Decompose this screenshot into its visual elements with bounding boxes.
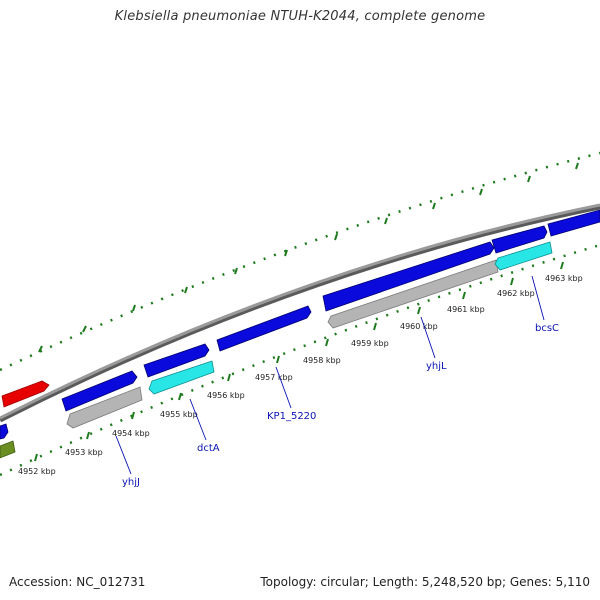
outer-major-tick <box>82 325 87 333</box>
outer-dotted-ring <box>0 151 600 372</box>
cds-cyan-feature <box>148 360 215 395</box>
gene-label-yhjJ: yhjJ <box>122 477 140 488</box>
inner-major-tick <box>34 453 38 462</box>
cds-blue-feature-edge <box>0 423 9 440</box>
cds-blue-feature <box>322 241 495 312</box>
inner-major-tick <box>373 322 377 331</box>
cds-red-feature <box>1 380 50 408</box>
label-leader-line <box>420 316 436 359</box>
cds-cyan-feature <box>494 241 553 271</box>
inner-major-tick <box>560 261 564 270</box>
inner-major-tick <box>325 338 329 347</box>
gene-label-yhjL: yhjL <box>426 361 447 372</box>
outer-major-tick <box>384 217 388 225</box>
cds-blue-feature <box>143 343 210 378</box>
scale-label: 4962 kbp <box>497 289 535 298</box>
inner-major-tick <box>462 291 466 300</box>
outer-major-tick <box>575 162 579 170</box>
scale-label: 4952 kbp <box>18 467 56 476</box>
cds-blue-feature <box>216 305 312 352</box>
cds-blue-feature <box>491 225 548 254</box>
outer-major-tick <box>284 249 288 257</box>
cds-blue-feature <box>61 370 138 412</box>
inner-major-tick <box>227 373 231 382</box>
cds-blue-feature <box>547 209 600 237</box>
gene-label-KP1-5220: KP1_5220 <box>267 411 316 422</box>
outer-major-tick <box>527 175 531 183</box>
outer-major-tick <box>184 286 188 294</box>
outer-major-tick <box>132 304 136 312</box>
forward-strand-features[interactable] <box>0 209 600 440</box>
cds-gray-feature <box>66 386 143 429</box>
genome-backbone <box>0 203 600 420</box>
scale-label: 4954 kbp <box>112 429 150 438</box>
gene-label-leaders <box>115 275 545 475</box>
inner-major-tick <box>276 355 280 364</box>
map-title: Klebsiella pneumoniae NTUH-K2044, comple… <box>114 9 486 24</box>
scale-label: 4953 kbp <box>65 448 103 457</box>
scale-label: 4958 kbp <box>303 356 341 365</box>
outer-major-tick <box>334 233 338 241</box>
inner-major-tick <box>86 431 90 440</box>
reverse-strand-features[interactable] <box>0 241 553 459</box>
inner-major-tick <box>510 277 514 286</box>
outer-tick-ring <box>0 151 600 372</box>
inner-major-tick <box>178 392 182 401</box>
cds-olive-feature <box>0 440 16 459</box>
gene-label-dctA: dctA <box>197 443 220 454</box>
label-leader-line <box>275 366 292 409</box>
scale-label: 4957 kbp <box>255 373 293 382</box>
outer-major-tick <box>479 188 483 196</box>
cds-gray-feature <box>327 259 499 329</box>
gene-label-bcsC: bcsC <box>535 323 559 334</box>
inner-tick-ring <box>0 243 600 477</box>
genome-backbone-shadow <box>0 204 600 423</box>
inner-dotted-ring <box>0 243 600 477</box>
accession-text: Accession: NC_012731 <box>9 575 146 589</box>
scale-label: 4956 kbp <box>207 391 245 400</box>
inner-major-tick <box>131 411 135 420</box>
label-leader-line <box>531 275 545 321</box>
outer-major-tick <box>38 345 43 353</box>
label-leader-line <box>115 435 132 475</box>
genome-stats-text: Topology: circular; Length: 5,248,520 bp… <box>260 575 590 589</box>
scale-label: 4961 kbp <box>447 305 485 314</box>
scale-label: 4963 kbp <box>545 274 583 283</box>
scale-label: 4959 kbp <box>351 339 389 348</box>
inner-major-tick <box>417 306 421 315</box>
gene-labels[interactable]: yhjJ dctA KP1_5220 yhjL bcsC <box>122 323 559 488</box>
scale-label: 4960 kbp <box>400 322 438 331</box>
outer-major-tick <box>234 267 238 275</box>
scale-label: 4955 kbp <box>160 410 198 419</box>
outer-major-tick <box>432 202 436 210</box>
label-leader-line <box>189 398 207 441</box>
scale-labels: 4952 kbp 4953 kbp 4954 kbp 4955 kbp 4956… <box>18 274 583 476</box>
